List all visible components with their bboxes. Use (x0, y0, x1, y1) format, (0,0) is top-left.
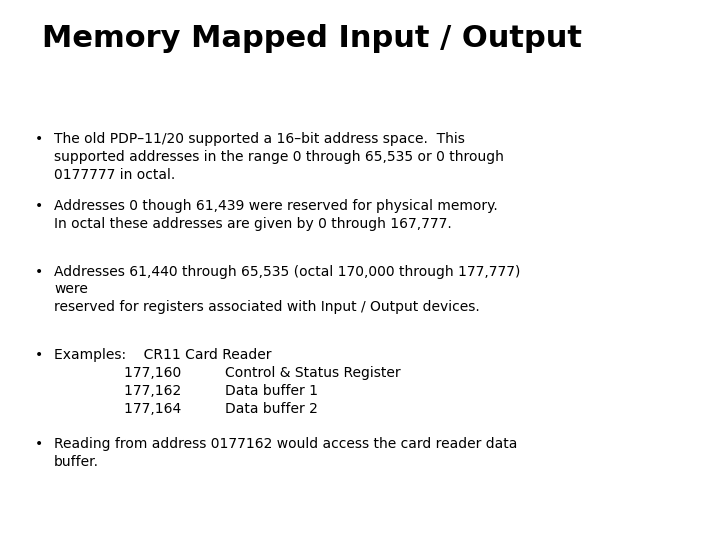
Text: Addresses 0 though 61,439 were reserved for physical memory.
In octal these addr: Addresses 0 though 61,439 were reserved … (54, 199, 498, 231)
Text: The old PDP–11/20 supported a 16–bit address space.  This
supported addresses in: The old PDP–11/20 supported a 16–bit add… (54, 132, 504, 182)
Text: Addresses 61,440 through 65,535 (octal 170,000 through 177,777)
were
reserved fo: Addresses 61,440 through 65,535 (octal 1… (54, 265, 521, 314)
Text: •: • (35, 132, 42, 146)
Text: Memory Mapped Input / Output: Memory Mapped Input / Output (42, 24, 582, 53)
Text: •: • (35, 348, 42, 362)
Text: •: • (35, 437, 42, 451)
Text: Examples:    CR11 Card Reader
                177,160          Control & Status : Examples: CR11 Card Reader 177,160 Contr… (54, 348, 400, 416)
Text: Reading from address 0177162 would access the card reader data
buffer.: Reading from address 0177162 would acces… (54, 437, 518, 469)
Text: •: • (35, 265, 42, 279)
Text: •: • (35, 199, 42, 213)
